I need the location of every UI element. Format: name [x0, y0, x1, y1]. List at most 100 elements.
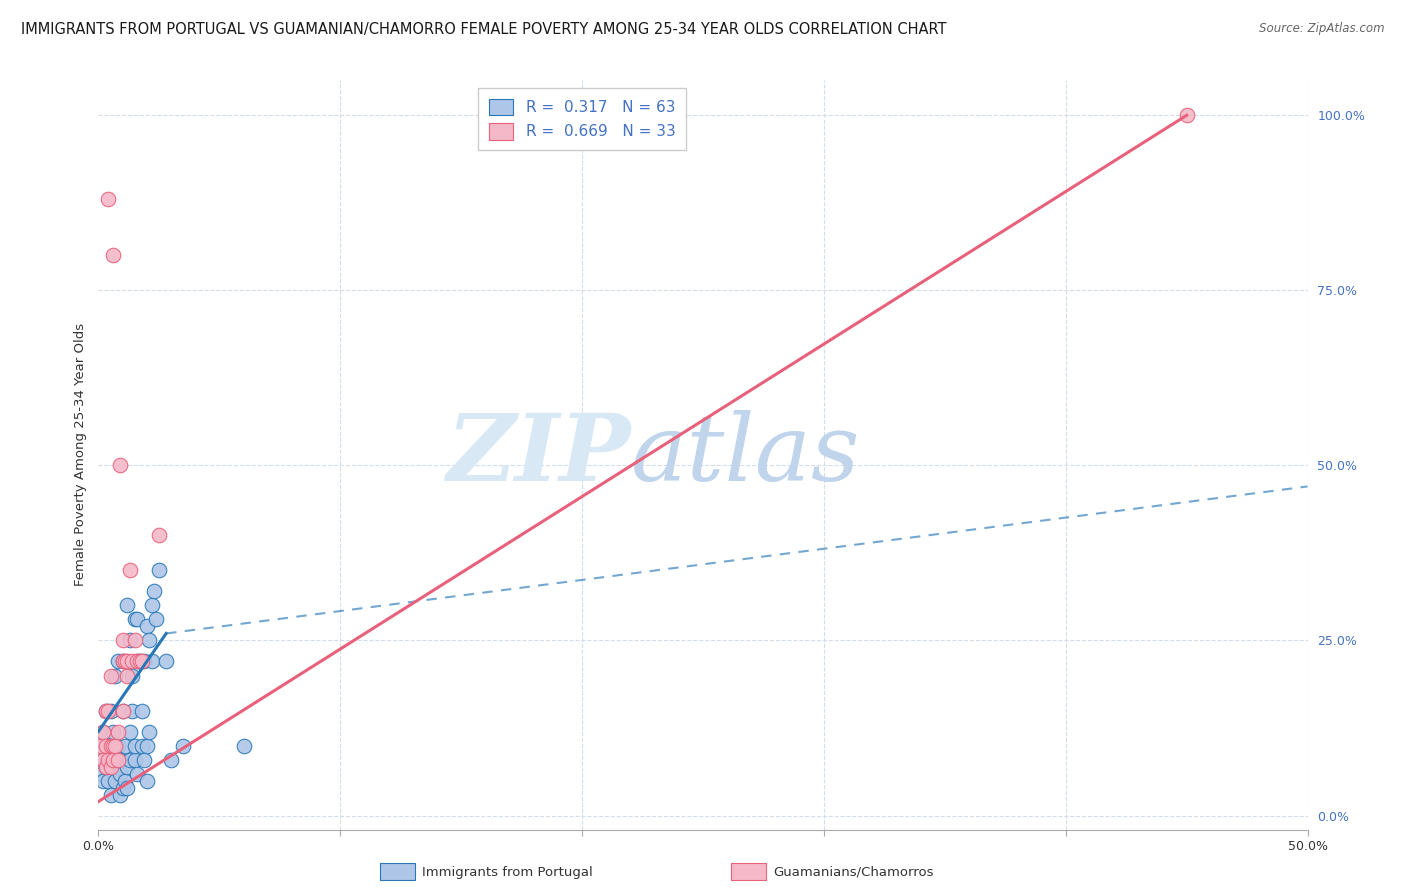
Point [94, 739, 117, 753]
Point [107, 759, 129, 773]
Y-axis label: Female Poverty Among 25-34 Year Olds: Female Poverty Among 25-34 Year Olds [75, 324, 87, 586]
Point [145, 612, 167, 626]
Point [111, 655, 134, 669]
Point [94, 759, 117, 773]
Point [100, 752, 122, 766]
Point [107, 752, 129, 766]
Point [91, 724, 114, 739]
Point [94, 704, 117, 718]
Point [101, 739, 124, 753]
Text: Guamanians/Chamorros: Guamanians/Chamorros [773, 866, 934, 879]
Text: Source: ZipAtlas.com: Source: ZipAtlas.com [1260, 22, 1385, 36]
Point [124, 612, 146, 626]
Point [97, 192, 120, 206]
Point [111, 633, 134, 648]
Point [121, 704, 143, 718]
Point [90, 739, 112, 753]
Point [135, 739, 157, 753]
Point [141, 655, 163, 669]
Point [100, 704, 122, 718]
Point [124, 752, 146, 766]
Point [104, 739, 127, 753]
Point [134, 655, 156, 669]
Point [121, 655, 143, 669]
Text: ZIP: ZIP [446, 410, 630, 500]
Text: atlas: atlas [630, 410, 860, 500]
Point [107, 739, 129, 753]
Point [91, 773, 114, 788]
Point [111, 780, 134, 795]
Point [128, 655, 150, 669]
Point [117, 599, 139, 613]
Point [232, 739, 254, 753]
Point [114, 773, 136, 788]
Point [91, 724, 114, 739]
Point [111, 704, 134, 718]
Point [97, 704, 120, 718]
Point [118, 564, 141, 578]
Point [138, 633, 160, 648]
Point [134, 752, 156, 766]
Point [94, 704, 117, 718]
Point [108, 752, 131, 766]
Point [141, 599, 163, 613]
Point [104, 668, 127, 682]
Point [100, 739, 122, 753]
Point [100, 788, 122, 802]
Point [91, 752, 114, 766]
Point [135, 619, 157, 633]
Point [91, 752, 114, 766]
Point [127, 655, 149, 669]
Point [108, 788, 131, 802]
Point [121, 668, 143, 682]
Point [127, 766, 149, 780]
Point [104, 752, 127, 766]
Point [117, 780, 139, 795]
Point [114, 739, 136, 753]
Point [127, 655, 149, 669]
Point [118, 724, 141, 739]
Point [131, 739, 153, 753]
Point [100, 739, 122, 753]
Point [160, 752, 183, 766]
Point [155, 655, 177, 669]
Point [148, 564, 170, 578]
Point [100, 668, 122, 682]
Point [97, 752, 120, 766]
Point [127, 612, 149, 626]
Point [172, 739, 194, 753]
Point [117, 759, 139, 773]
Text: Immigrants from Portugal: Immigrants from Portugal [422, 866, 592, 879]
Point [148, 528, 170, 542]
Point [107, 724, 129, 739]
Point [97, 739, 120, 753]
Point [101, 724, 124, 739]
Point [118, 633, 141, 648]
Point [117, 655, 139, 669]
Point [108, 458, 131, 473]
Point [124, 633, 146, 648]
Point [1175, 108, 1198, 122]
Point [143, 584, 166, 599]
Point [97, 773, 120, 788]
Point [108, 766, 131, 780]
Point [117, 668, 139, 682]
Legend: R =  0.317   N = 63, R =  0.669   N = 33: R = 0.317 N = 63, R = 0.669 N = 33 [478, 88, 686, 150]
Point [90, 766, 112, 780]
Text: IMMIGRANTS FROM PORTUGAL VS GUAMANIAN/CHAMORRO FEMALE POVERTY AMONG 25-34 YEAR O: IMMIGRANTS FROM PORTUGAL VS GUAMANIAN/CH… [21, 22, 946, 37]
Point [111, 655, 134, 669]
Point [114, 655, 136, 669]
Point [128, 655, 150, 669]
Point [100, 759, 122, 773]
Point [131, 704, 153, 718]
Point [104, 773, 127, 788]
Point [107, 655, 129, 669]
Point [124, 739, 146, 753]
Point [94, 739, 117, 753]
Point [101, 752, 124, 766]
Point [138, 724, 160, 739]
Point [135, 773, 157, 788]
Point [118, 752, 141, 766]
Point [111, 704, 134, 718]
Point [101, 248, 124, 262]
